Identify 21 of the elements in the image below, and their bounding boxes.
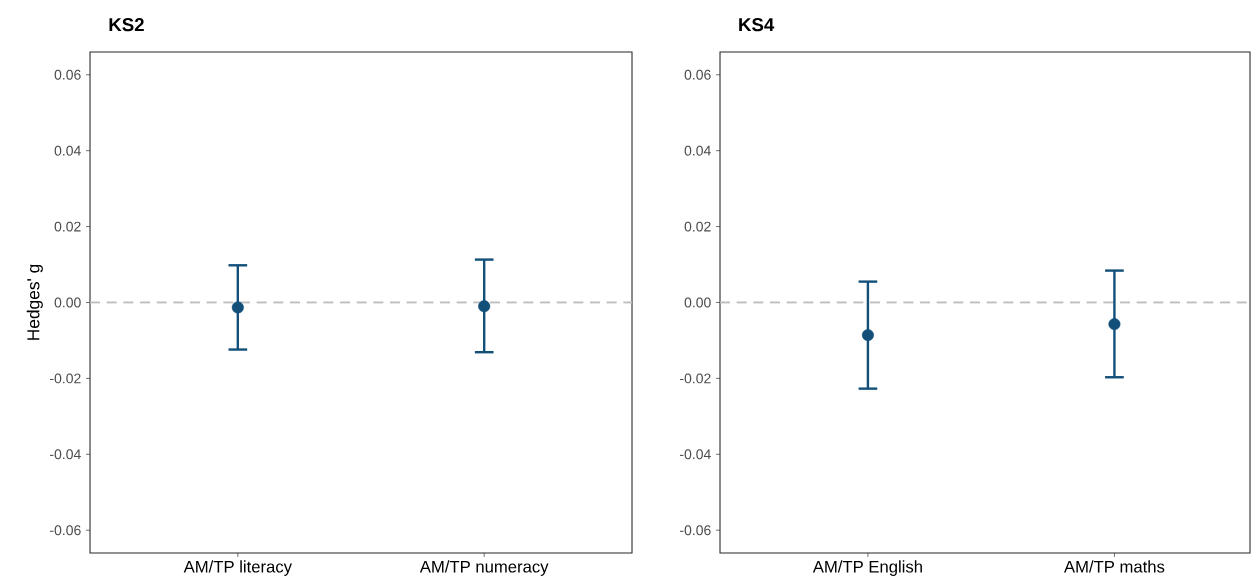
chart-title: KS2	[109, 18, 144, 32]
y-tick-label: 0.00	[684, 297, 711, 308]
y-tick-label: 0.06	[684, 69, 711, 80]
y-tick-label: -0.02	[50, 373, 81, 384]
y-tick-label: -0.04	[680, 449, 711, 460]
y-tick-label: 0.06	[54, 69, 81, 80]
x-tick-label: AM/TP numeracy	[419, 560, 549, 576]
y-tick-label: -0.02	[680, 373, 711, 384]
y-tick-label: 0.04	[54, 145, 81, 156]
y-tick-label: -0.04	[50, 449, 81, 460]
y-tick-label: 0.00	[54, 297, 81, 308]
x-tick-label: AM/TP English	[812, 560, 922, 576]
y-tick-label: 0.04	[684, 145, 711, 156]
y-tick-label: 0.02	[54, 221, 81, 232]
chart-title: KS4	[739, 18, 775, 32]
y-axis-title: Hedges' g	[26, 264, 43, 340]
x-tick-label: AM/TP maths	[1064, 560, 1165, 573]
y-tick-label: -0.06	[680, 525, 711, 536]
x-tick-label: AM/TP literacy	[183, 560, 292, 576]
y-tick-label: -0.06	[50, 525, 81, 536]
y-tick-label: 0.02	[684, 221, 711, 232]
